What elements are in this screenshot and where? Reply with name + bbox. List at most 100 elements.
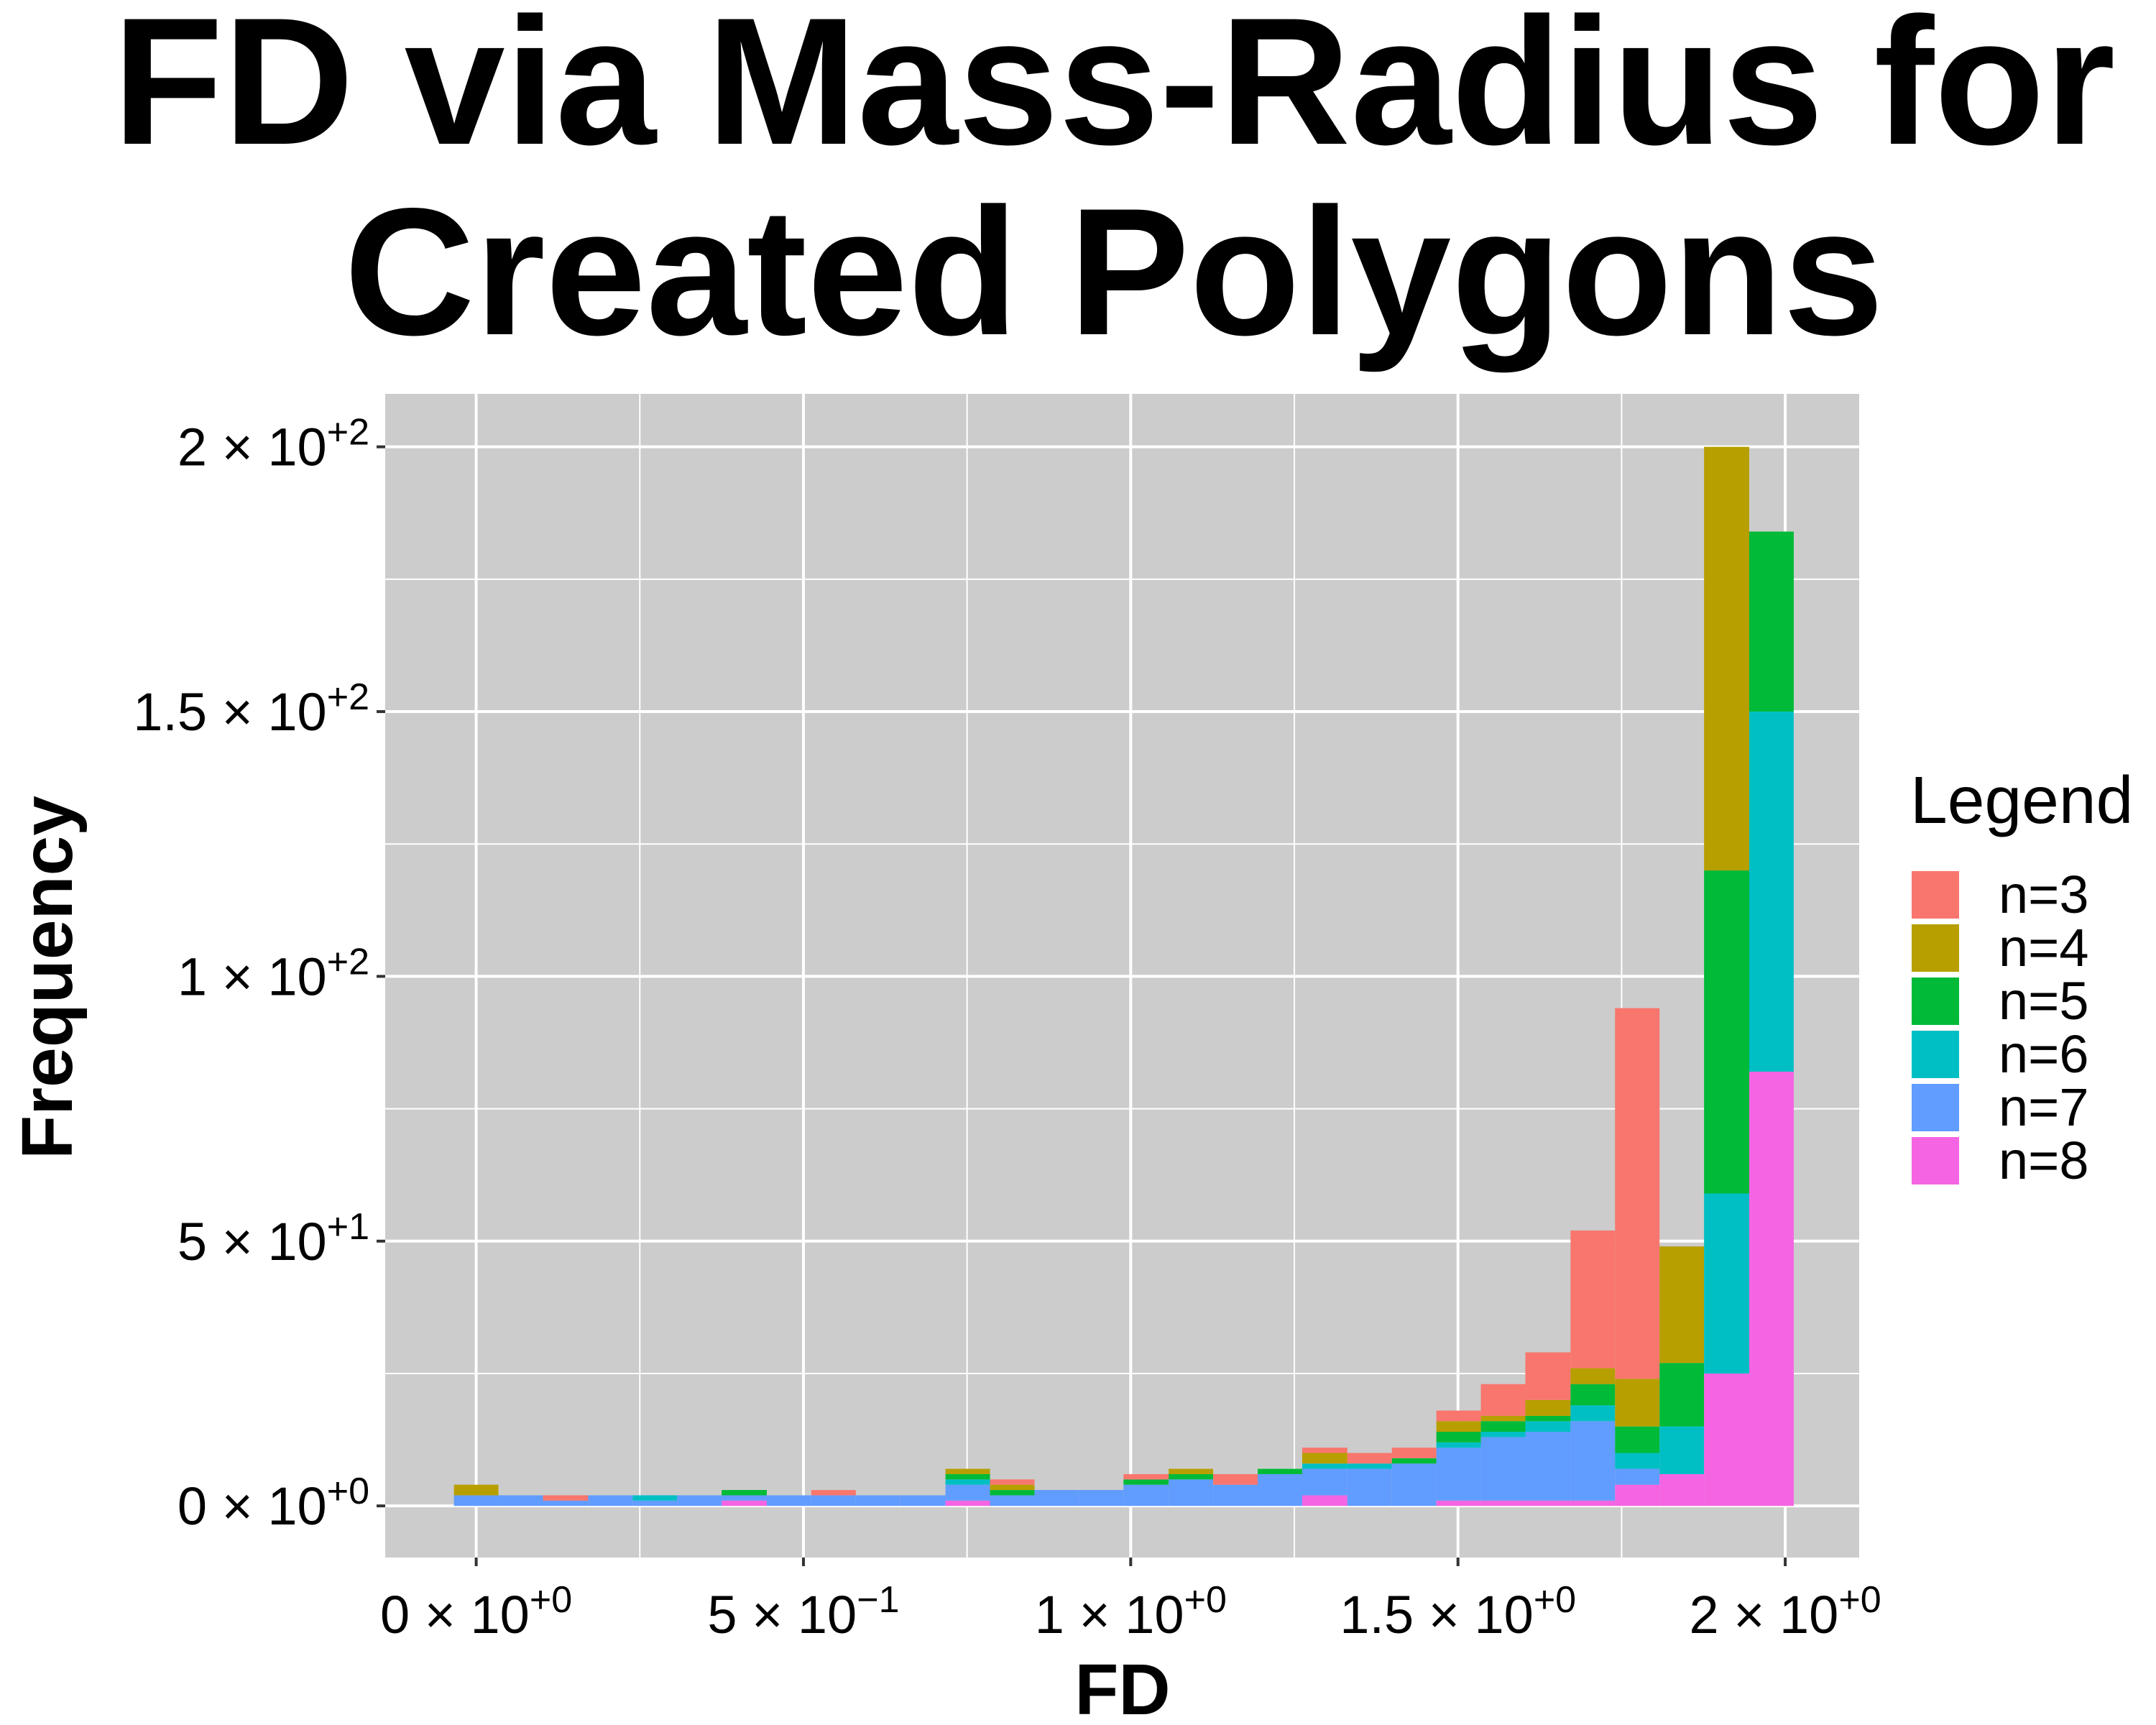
bar: [1480, 1384, 1526, 1416]
bar: [632, 1495, 678, 1501]
bar: [990, 1479, 1035, 1485]
y-tick-label: 1.5 × 10+2: [133, 676, 369, 742]
bar: [1570, 1384, 1616, 1406]
bar: [1347, 1453, 1392, 1464]
bar: [1347, 1463, 1392, 1469]
y-tick-label-exponent: +0: [327, 1471, 369, 1512]
legend-key: [1912, 1031, 1959, 1078]
x-tick-label-exponent: −1: [857, 1579, 899, 1621]
bar: [1659, 1363, 1705, 1427]
bar: [453, 1484, 499, 1496]
bar: [1659, 1246, 1705, 1363]
y-tick-label: 5 × 10+1: [178, 1206, 369, 1271]
y-tick-label: 0 × 10+0: [178, 1471, 369, 1536]
bar: [722, 1495, 767, 1501]
y-tick-label-base: 1 × 10: [178, 947, 327, 1006]
bar: [1570, 1368, 1616, 1384]
bar: [1347, 1468, 1392, 1506]
x-tick-label: 0 × 10+0: [380, 1579, 572, 1644]
bar: [1570, 1230, 1616, 1368]
bar: [498, 1495, 543, 1506]
bar: [900, 1495, 946, 1506]
bar: [990, 1484, 1035, 1491]
bar: [1525, 1432, 1571, 1501]
bar: [1123, 1484, 1169, 1506]
x-tick-label: 1 × 10+0: [1035, 1579, 1227, 1644]
x-tick-label: 1.5 × 10+0: [1340, 1579, 1576, 1644]
legend-label: n=6: [1999, 1024, 2089, 1084]
bar: [1525, 1399, 1571, 1416]
bar: [811, 1490, 856, 1496]
bar: [1525, 1352, 1571, 1400]
bar: [1302, 1463, 1348, 1469]
x-tick-label: 2 × 10+0: [1690, 1579, 1881, 1644]
y-tick-label-exponent: +2: [327, 676, 369, 718]
bar: [453, 1495, 499, 1506]
bar: [1615, 1453, 1660, 1469]
bar: [945, 1473, 990, 1480]
bar: [1169, 1468, 1214, 1474]
y-tick-label-base: 5 × 10: [178, 1212, 327, 1271]
bar: [1525, 1415, 1571, 1422]
legend-label: n=7: [1999, 1077, 2089, 1137]
x-tick-label-base: 5 × 10: [707, 1585, 857, 1644]
x-tick-label-base: 0 × 10: [380, 1585, 530, 1644]
bar: [543, 1495, 589, 1501]
bar: [811, 1495, 856, 1506]
y-tick-label-exponent: +2: [327, 941, 369, 983]
bar: [1525, 1421, 1571, 1432]
chart-title: Created Polygons: [344, 171, 1884, 373]
bar: [1213, 1473, 1258, 1485]
x-tick-label-exponent: +0: [530, 1579, 572, 1621]
bar: [1436, 1432, 1481, 1443]
bar: [1749, 531, 1794, 712]
bar: [1480, 1415, 1526, 1422]
x-tick-label-exponent: +0: [1184, 1579, 1227, 1621]
legend-key: [1912, 1137, 1959, 1184]
bar: [1615, 1008, 1660, 1379]
legend-key: [1912, 871, 1959, 919]
bar: [945, 1500, 990, 1506]
y-tick-label-base: 2 × 10: [178, 418, 327, 477]
x-tick-label-exponent: +0: [1838, 1579, 1881, 1621]
bar: [1749, 1072, 1794, 1506]
bar: [1480, 1421, 1526, 1432]
bar: [1391, 1448, 1437, 1458]
bar: [990, 1495, 1035, 1506]
bar: [1615, 1468, 1660, 1485]
bar: [1079, 1490, 1124, 1506]
bar: [677, 1495, 722, 1506]
bar: [1302, 1495, 1348, 1506]
bar: [1704, 446, 1749, 871]
bar: [1258, 1468, 1302, 1474]
bar: [1659, 1426, 1705, 1474]
bar: [1704, 870, 1749, 1194]
y-tick-label-base: 1.5 × 10: [133, 682, 327, 742]
bar: [1391, 1463, 1437, 1506]
legend-key: [1912, 978, 1959, 1025]
bar: [855, 1495, 900, 1506]
bar: [1615, 1484, 1660, 1506]
bar: [1570, 1421, 1616, 1501]
bar: [1213, 1484, 1258, 1506]
bar: [632, 1500, 678, 1506]
bar: [990, 1490, 1035, 1496]
y-tick-label: 1 × 10+2: [178, 941, 369, 1006]
x-tick-label-exponent: +0: [1534, 1579, 1576, 1621]
bar: [1570, 1405, 1616, 1422]
bar: [1659, 1473, 1705, 1506]
bar: [1436, 1421, 1481, 1432]
bar: [945, 1468, 990, 1474]
legend-label: n=3: [1999, 865, 2089, 924]
x-tick-label-base: 1 × 10: [1035, 1585, 1184, 1644]
y-tick-label-exponent: +2: [327, 412, 369, 454]
bar: [1391, 1458, 1437, 1464]
y-tick-label: 2 × 10+2: [178, 412, 369, 477]
bar: [1480, 1437, 1526, 1501]
legend-key: [1912, 924, 1959, 972]
bar: [1615, 1379, 1660, 1427]
bar: [1302, 1448, 1348, 1453]
bar: [1436, 1500, 1481, 1506]
bar: [1749, 712, 1794, 1072]
